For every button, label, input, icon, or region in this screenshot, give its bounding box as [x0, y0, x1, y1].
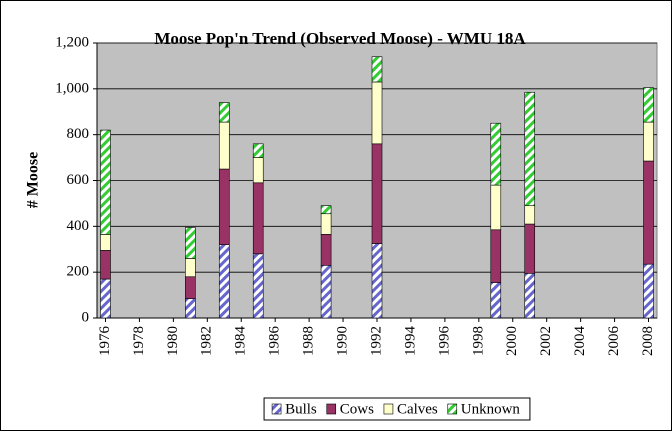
bar-segment	[524, 273, 536, 319]
bar-segment	[100, 278, 111, 319]
bar-segment	[218, 244, 230, 319]
bar-segment	[490, 229, 502, 283]
bar-segment	[185, 227, 196, 259]
bar-segment	[524, 223, 536, 274]
y-tick-label: 600	[67, 172, 90, 188]
bar-segment	[643, 121, 654, 162]
legend-label: Cows	[340, 401, 374, 417]
y-tick-label: 1,000	[55, 80, 89, 96]
bar-segment	[185, 298, 196, 319]
legend-label: Calves	[397, 401, 438, 417]
x-tick-label: 1990	[334, 326, 350, 356]
legend-swatch	[271, 403, 282, 415]
bar-segment	[371, 243, 383, 319]
bar-segment	[252, 157, 264, 184]
bar-segment	[371, 143, 383, 244]
bar-segment	[218, 121, 230, 170]
bar-segment	[100, 250, 111, 280]
legend-swatch	[447, 403, 458, 415]
bar-segment	[218, 168, 230, 245]
bar-segment	[100, 129, 111, 235]
bar-segment	[252, 143, 264, 158]
bar-segment	[320, 264, 332, 319]
x-tick-label: 1978	[131, 326, 147, 356]
x-tick-label: 1980	[165, 326, 181, 356]
y-tick-label: 400	[67, 218, 90, 234]
x-tick-label: 2000	[504, 326, 520, 356]
x-tick-label: 2002	[538, 326, 554, 356]
bar-segment	[252, 253, 264, 319]
bar-segment	[643, 263, 654, 319]
x-tick-label: 2004	[572, 326, 588, 357]
bar-segment	[371, 81, 383, 145]
bar-segment	[320, 234, 332, 266]
bar-segment	[490, 122, 502, 186]
bar-segment	[490, 184, 502, 231]
legend-swatch	[326, 403, 337, 415]
y-tick-label: 1,200	[55, 34, 89, 50]
legend-box	[263, 397, 531, 421]
x-tick-label: 1982	[199, 326, 215, 356]
y-tick-label: 0	[82, 309, 90, 325]
bar-segment	[490, 282, 502, 319]
bar-segment	[643, 87, 654, 123]
x-tick-label: 1992	[368, 326, 384, 356]
x-tick-label: 1988	[301, 326, 317, 356]
x-tick-label: 2006	[606, 326, 622, 357]
legend: Bulls Cows Calves Unknown	[263, 397, 531, 421]
bar-segment	[524, 205, 536, 225]
bar-segment	[252, 182, 264, 255]
legend-label: Bulls	[285, 401, 317, 417]
legend-label: Unknown	[461, 401, 521, 417]
x-tick-label: 1984	[233, 326, 249, 357]
bar-segment	[320, 205, 332, 215]
y-tick-label: 200	[67, 264, 90, 280]
bar-segment	[185, 276, 196, 299]
bar-segment	[218, 102, 230, 123]
x-tick-label: 1976	[97, 326, 113, 357]
x-tick-label: 2008	[640, 326, 656, 356]
bar-segment	[371, 56, 383, 83]
bar-segment	[100, 234, 111, 251]
bar-segment	[643, 160, 654, 265]
bar-segment	[185, 258, 196, 278]
y-axis-label: # Moose	[25, 152, 42, 208]
bar-segment	[320, 213, 332, 235]
x-tick-label: 1986	[267, 326, 283, 357]
x-tick-label: 1994	[402, 326, 418, 357]
legend-swatch	[383, 403, 394, 415]
x-tick-label: 1996	[436, 326, 452, 357]
bar-segment	[524, 91, 536, 207]
x-tick-label: 1998	[470, 326, 486, 356]
y-tick-label: 800	[67, 126, 90, 142]
chart-title: Moose Pop'n Trend (Observed Moose) - WMU…	[154, 29, 526, 48]
